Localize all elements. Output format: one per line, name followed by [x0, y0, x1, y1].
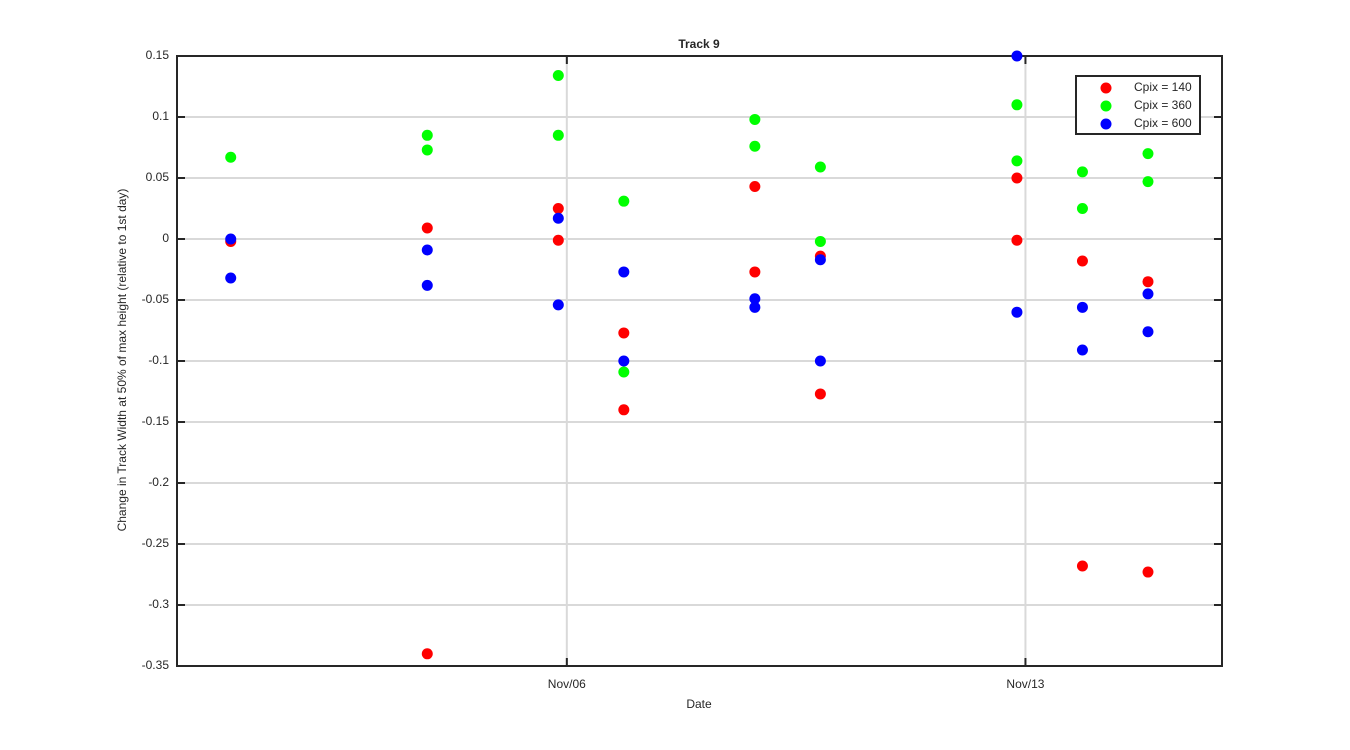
data-point [421, 244, 433, 256]
data-point [1142, 276, 1154, 288]
data-point [225, 151, 237, 163]
y-tick-label: -0.1 [148, 353, 169, 367]
legend-marker [1100, 118, 1112, 130]
data-point [1011, 234, 1023, 246]
data-point [1076, 203, 1088, 214]
y-tick-label: -0.2 [148, 475, 169, 489]
legend-label: Cpix = 360 [1134, 98, 1192, 112]
y-tick-label: -0.35 [142, 658, 170, 672]
data-point [552, 234, 564, 246]
data-point [1011, 50, 1023, 62]
data-point [618, 266, 630, 278]
data-point [618, 404, 630, 416]
data-point [749, 181, 761, 193]
data-point [814, 235, 826, 247]
data-point [421, 648, 433, 660]
data-point [1142, 148, 1154, 160]
data-point [421, 279, 433, 291]
data-point [552, 299, 564, 311]
data-point [1076, 560, 1088, 572]
data-point [1011, 99, 1023, 111]
data-point [552, 203, 564, 214]
data-point [814, 355, 826, 367]
legend-box [1075, 75, 1201, 135]
data-point [1011, 172, 1023, 184]
x-tick-label: Nov/13 [1006, 677, 1044, 691]
y-tick-label: -0.05 [142, 292, 170, 306]
data-point [618, 327, 630, 339]
data-point [749, 301, 761, 313]
y-tick-label: 0.05 [146, 170, 170, 184]
data-point [1142, 326, 1154, 338]
data-point [1076, 344, 1088, 356]
data-point [421, 144, 433, 156]
data-point [618, 195, 630, 207]
data-point [1011, 155, 1023, 167]
legend-label: Cpix = 140 [1134, 80, 1192, 94]
data-point [618, 366, 630, 378]
legend-marker [1100, 82, 1112, 94]
y-tick-label: -0.25 [142, 536, 170, 550]
data-point [814, 254, 826, 266]
x-tick-label: Nov/06 [548, 677, 586, 691]
y-tick-label: 0 [162, 231, 169, 245]
data-point [1076, 255, 1088, 267]
y-axis-label: Change in Track Width at 50% of max heig… [115, 189, 129, 532]
data-point [1011, 306, 1023, 318]
data-point [1142, 176, 1154, 188]
data-point [421, 222, 433, 234]
data-point [1142, 566, 1154, 578]
chart-title: Track 9 [678, 37, 720, 51]
y-tick-label: 0.1 [152, 109, 169, 123]
plot-frame [176, 55, 1223, 667]
data-point [552, 129, 564, 141]
data-point [814, 161, 826, 173]
data-point [552, 70, 564, 82]
data-point [552, 212, 564, 224]
data-point [749, 113, 761, 125]
data-point [749, 140, 761, 152]
data-point [225, 272, 237, 284]
y-tick-label: -0.15 [142, 414, 170, 428]
data-point [1076, 301, 1088, 313]
data-point [421, 129, 433, 141]
data-point [225, 233, 237, 245]
data-point [1142, 288, 1154, 300]
legend-marker [1100, 100, 1112, 112]
data-point [618, 355, 630, 367]
x-axis-label: Date [686, 697, 712, 711]
data-point [814, 388, 826, 400]
data-point [749, 293, 761, 305]
data-point [749, 266, 761, 278]
y-tick-label: -0.3 [148, 597, 169, 611]
y-tick-label: 0.15 [146, 48, 170, 62]
data-point [1076, 166, 1088, 178]
legend-label: Cpix = 600 [1134, 116, 1192, 130]
